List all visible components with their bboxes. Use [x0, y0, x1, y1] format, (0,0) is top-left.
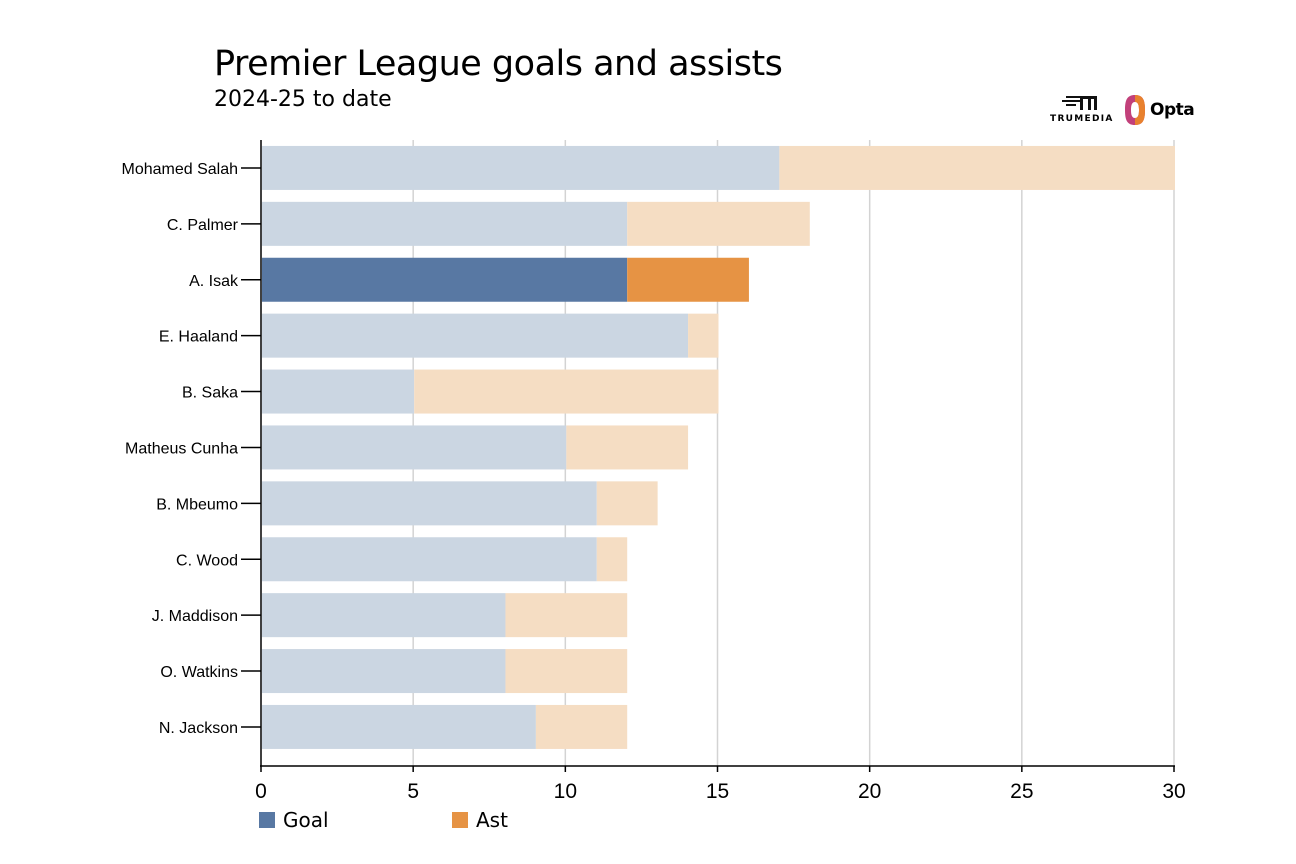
- tick-label-y-b-mbeumo: B. Mbeumo: [156, 496, 238, 513]
- axes: Mohamed Salah C. Palmer A. Isak E. Haaland B…: [121, 140, 1186, 803]
- bar-ast-a-isak: [627, 257, 749, 302]
- chart-title: Premier League goals and assists: [214, 44, 783, 84]
- bar-goal-c-wood: [262, 537, 597, 582]
- bar-ast-mohamed-salah: [779, 145, 1175, 190]
- bar-goal-o-watkins: [262, 649, 506, 694]
- bar-goal-n-jackson: [262, 704, 536, 749]
- bar-ast-b-saka: [414, 369, 719, 414]
- tick-label-y-o-watkins: O. Watkins: [160, 664, 238, 681]
- tick-label-y-n-jackson: N. Jackson: [159, 720, 238, 737]
- bar-ast-e-haaland: [688, 313, 719, 358]
- tick-label-y-b-saka: B. Saka: [182, 385, 238, 402]
- tick-label-x-25: 25: [1010, 780, 1033, 803]
- bar-ast-b-mbeumo: [596, 481, 658, 526]
- logo-group: TRUMEDIA Opta: [1046, 92, 1216, 128]
- bar-goal-j-maddison: [262, 593, 506, 638]
- bar-goal-b-saka: [262, 369, 415, 414]
- bar-ast-n-jackson: [535, 704, 628, 749]
- tick-label-x-20: 20: [858, 780, 881, 803]
- trumedia-logo: TRUMEDIA: [1046, 92, 1120, 128]
- bar-ast-j-maddison: [505, 593, 628, 638]
- tick-label-x-0: 0: [255, 780, 267, 803]
- bar-ast-o-watkins: [505, 649, 628, 694]
- tick-label-y-a-isak: A. Isak: [189, 273, 239, 290]
- tick-label-x-30: 30: [1162, 780, 1185, 803]
- bar-ast-c-wood: [596, 537, 628, 582]
- bar-goal-a-isak: [262, 257, 628, 302]
- bar-goal-e-haaland: [262, 313, 689, 358]
- tick-label-x-15: 15: [706, 780, 729, 803]
- opta-mark-icon: [1125, 95, 1145, 125]
- tick-label-y-matheus-cunha: Matheus Cunha: [125, 440, 238, 457]
- bar-goal-b-mbeumo: [262, 481, 597, 526]
- tick-label-y-j-maddison: J. Maddison: [152, 608, 238, 625]
- bars: [262, 145, 1175, 749]
- bar-goal-matheus-cunha: [262, 425, 567, 470]
- trumedia-mark-icon: [1062, 96, 1097, 110]
- legend-swatch-goal: [259, 812, 275, 828]
- tick-label-y-mohamed-salah: Mohamed Salah: [121, 161, 238, 178]
- chart-subtitle: 2024-25 to date: [214, 87, 392, 112]
- bar-goal-c-palmer: [262, 201, 628, 246]
- tick-label-y-c-wood: C. Wood: [176, 552, 238, 569]
- tick-label-x-10: 10: [554, 780, 577, 803]
- opta-logo: Opta: [1122, 94, 1216, 126]
- bar-ast-matheus-cunha: [566, 425, 689, 470]
- legend-swatch-ast: [452, 812, 468, 828]
- tick-label-y-e-haaland: E. Haaland: [159, 329, 238, 346]
- bar-ast-c-palmer: [627, 201, 810, 246]
- trumedia-wordmark: TRUMEDIA: [1050, 114, 1114, 124]
- bar-goal-mohamed-salah: [262, 145, 780, 190]
- legend-label-goal: Goal: [283, 808, 329, 832]
- legend-label-ast: Ast: [476, 808, 508, 832]
- tick-label-y-c-palmer: C. Palmer: [167, 217, 239, 234]
- opta-wordmark: Opta: [1150, 100, 1195, 120]
- tick-label-x-5: 5: [407, 780, 419, 803]
